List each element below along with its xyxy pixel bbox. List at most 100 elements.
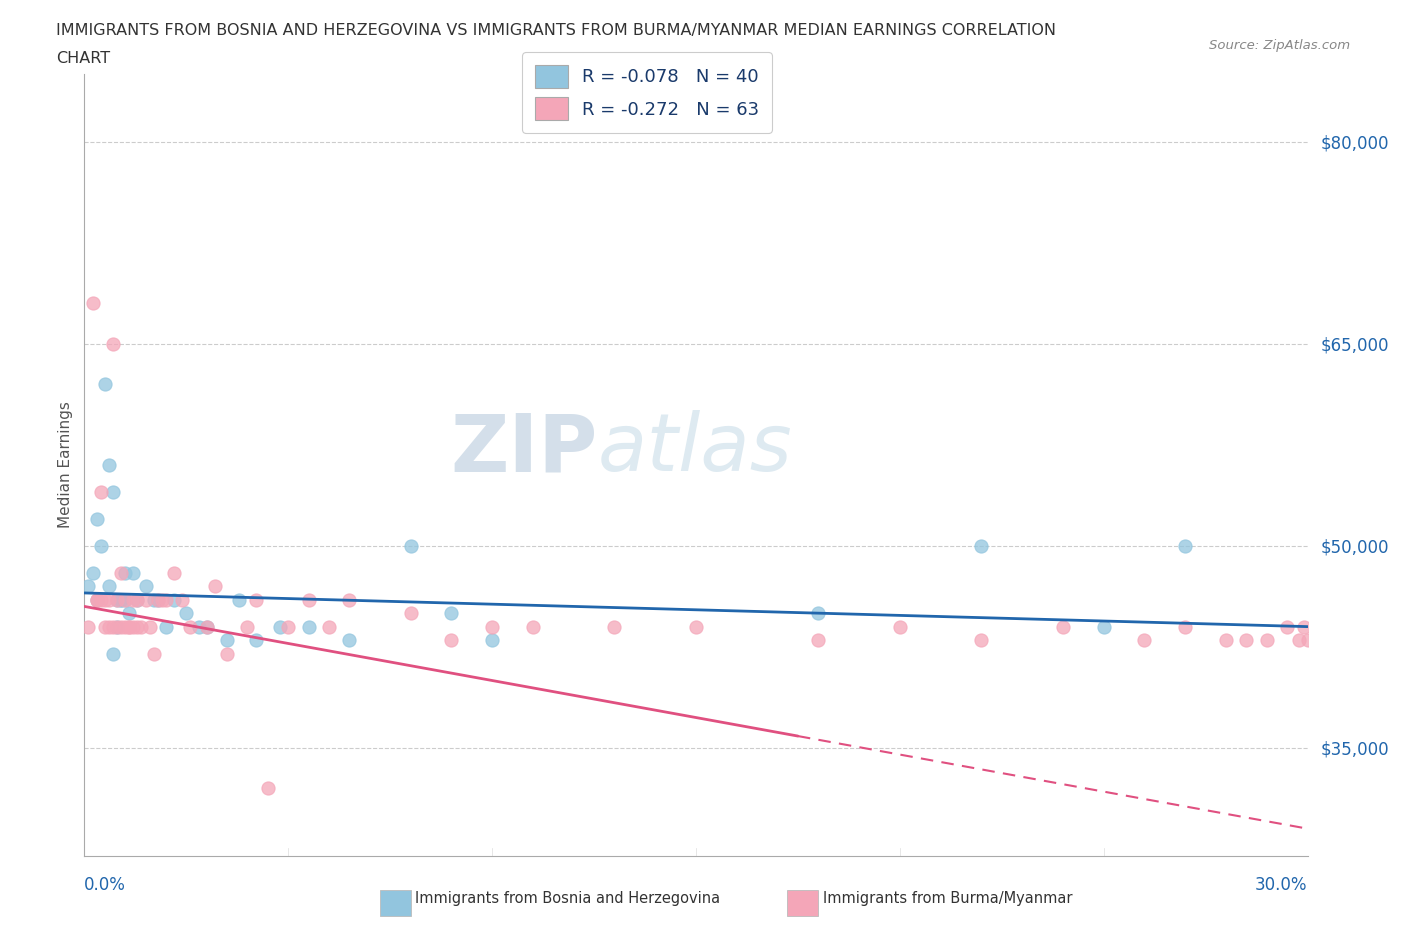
Point — [1052, 619, 1074, 634]
Point — [127, 592, 149, 607]
Text: Immigrants from Bosnia and Herzegovina: Immigrants from Bosnia and Herzegovina — [415, 891, 720, 906]
Point — [122, 565, 145, 580]
Point — [339, 592, 361, 607]
Text: 30.0%: 30.0% — [1256, 876, 1308, 894]
Point — [155, 592, 177, 607]
Point — [1296, 632, 1319, 647]
Point — [114, 619, 136, 634]
Text: Immigrants from Burma/Myanmar: Immigrants from Burma/Myanmar — [823, 891, 1071, 906]
Point — [481, 619, 503, 634]
Point — [101, 337, 124, 352]
Point — [187, 619, 209, 634]
Point — [86, 592, 108, 607]
Point — [90, 538, 112, 553]
Point — [807, 605, 830, 620]
Point — [142, 646, 165, 661]
Point — [155, 619, 177, 634]
Point — [97, 578, 120, 593]
Point — [110, 592, 132, 607]
Text: 0.0%: 0.0% — [84, 876, 127, 894]
Point — [131, 619, 153, 634]
Point — [86, 592, 108, 607]
Point — [277, 619, 299, 634]
Point — [174, 605, 197, 620]
Text: atlas: atlas — [598, 410, 793, 488]
Point — [179, 619, 201, 634]
Point — [1292, 619, 1315, 634]
Point — [245, 592, 267, 607]
Point — [142, 592, 165, 607]
Point — [93, 377, 115, 392]
Point — [86, 592, 108, 607]
Point — [135, 578, 157, 593]
Point — [127, 619, 149, 634]
Point — [93, 592, 115, 607]
Point — [118, 605, 141, 620]
Point — [82, 565, 104, 580]
Point — [217, 632, 239, 647]
Text: ZIP: ZIP — [451, 410, 598, 488]
Point — [603, 619, 626, 634]
Point — [1236, 632, 1258, 647]
Point — [1092, 619, 1115, 634]
Point — [522, 619, 544, 634]
Point — [217, 646, 239, 661]
Point — [118, 619, 141, 634]
Point — [122, 619, 145, 634]
Point — [440, 632, 463, 647]
Point — [114, 592, 136, 607]
Point — [204, 578, 226, 593]
Point — [318, 619, 340, 634]
Point — [339, 632, 361, 647]
Point — [195, 619, 218, 634]
Point — [97, 458, 120, 472]
Point — [118, 619, 141, 634]
Point — [110, 619, 132, 634]
Point — [101, 485, 124, 499]
Point — [146, 592, 169, 607]
Point — [138, 619, 160, 634]
Point — [298, 592, 321, 607]
Text: IMMIGRANTS FROM BOSNIA AND HERZEGOVINA VS IMMIGRANTS FROM BURMA/MYANMAR MEDIAN E: IMMIGRANTS FROM BOSNIA AND HERZEGOVINA V… — [56, 23, 1056, 38]
Point — [163, 592, 186, 607]
Text: Source: ZipAtlas.com: Source: ZipAtlas.com — [1209, 39, 1350, 52]
Point — [101, 646, 124, 661]
Point — [127, 592, 149, 607]
Point — [163, 565, 186, 580]
Point — [77, 619, 100, 634]
Point — [110, 592, 132, 607]
Point — [93, 619, 115, 634]
Point — [86, 512, 108, 526]
Point — [105, 619, 128, 634]
Point — [122, 592, 145, 607]
Point — [1215, 632, 1237, 647]
Point — [1288, 632, 1310, 647]
Y-axis label: Median Earnings: Median Earnings — [58, 402, 73, 528]
Point — [105, 619, 128, 634]
Point — [105, 592, 128, 607]
Point — [1174, 538, 1197, 553]
Point — [90, 592, 112, 607]
Point — [245, 632, 267, 647]
Text: CHART: CHART — [56, 51, 110, 66]
Point — [97, 592, 120, 607]
Point — [970, 538, 993, 553]
Point — [105, 592, 128, 607]
Point — [440, 605, 463, 620]
Point — [807, 632, 830, 647]
Point — [77, 578, 100, 593]
Point — [236, 619, 259, 634]
Point — [1174, 619, 1197, 634]
Point — [1133, 632, 1156, 647]
Point — [228, 592, 250, 607]
Point — [399, 538, 422, 553]
Point — [195, 619, 218, 634]
Point — [889, 619, 911, 634]
Point — [90, 485, 112, 499]
Point — [114, 592, 136, 607]
Legend: R = -0.078   N = 40, R = -0.272   N = 63: R = -0.078 N = 40, R = -0.272 N = 63 — [523, 52, 772, 133]
Point — [257, 781, 280, 796]
Point — [298, 619, 321, 634]
Point — [269, 619, 291, 634]
Point — [685, 619, 707, 634]
